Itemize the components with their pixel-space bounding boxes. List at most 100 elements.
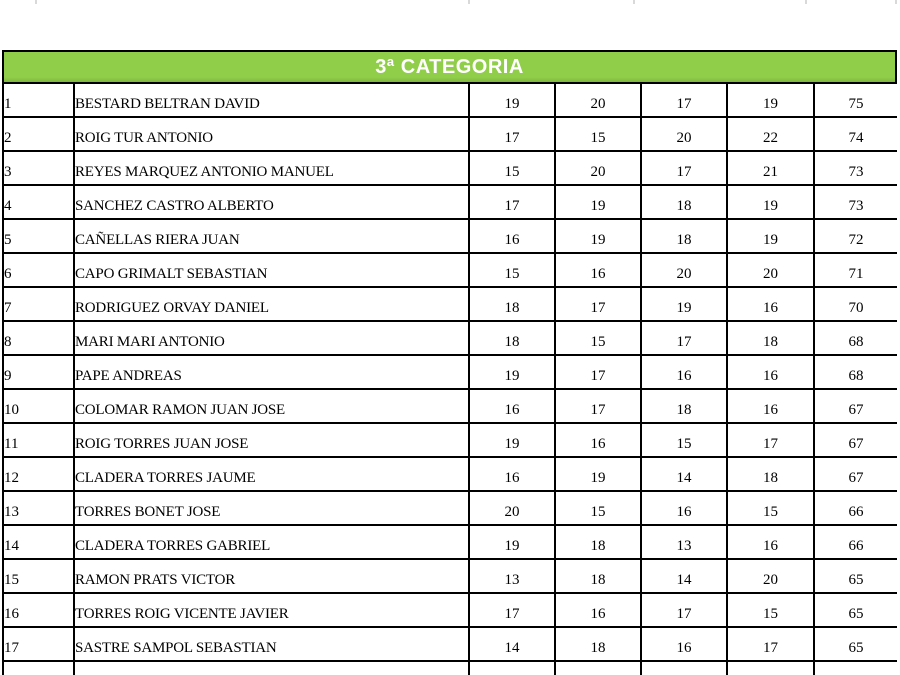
player-name-cell: PAPE ANDREAS xyxy=(73,354,470,390)
table-row: 11 ROIG TORRES JUAN JOSE 19 16 15 17 67 xyxy=(2,422,897,458)
player-name-cell: RAMON PRATS VICTOR xyxy=(73,558,470,594)
category-title: 3ª CATEGORIA xyxy=(375,56,524,78)
rank-cell: 7 xyxy=(2,286,75,322)
player-name-cell: TORRES BONET JOSE xyxy=(73,490,470,526)
score-cell-2: 17 xyxy=(554,286,642,322)
score-cell-4: 16 xyxy=(726,354,815,390)
score-cell-2: 19 xyxy=(554,218,642,254)
score-cell-4: 19 xyxy=(726,184,815,220)
rank-cell: 6 xyxy=(2,252,75,288)
player-name-cell: CLADERA TORRES GABRIEL xyxy=(73,524,470,560)
score-cell-2: 16 xyxy=(554,592,642,628)
rank-cell: 17 xyxy=(2,626,75,662)
rank-cell: 11 xyxy=(2,422,75,458)
player-name-cell: CLADERA TORRES JAUME xyxy=(73,456,470,492)
rank-cell: 5 xyxy=(2,218,75,254)
score-cell-3: 18 xyxy=(640,184,728,220)
remnant-column-line xyxy=(633,0,635,4)
score-cell-3: 18 xyxy=(640,218,728,254)
table-row: 5 CAÑELLAS RIERA JUAN 16 19 18 19 72 xyxy=(2,218,897,254)
score-cell-4: 20 xyxy=(726,558,815,594)
score-cell-1: 20 xyxy=(468,490,556,526)
score-cell-2: 17 xyxy=(554,354,642,390)
total-cell: 66 xyxy=(813,524,897,560)
table-row: 12 CLADERA TORRES JAUME 16 19 14 18 67 xyxy=(2,456,897,492)
total-cell: 68 xyxy=(813,320,897,356)
score-cell-2 xyxy=(554,660,642,675)
table-row: 15 RAMON PRATS VICTOR 13 18 14 20 65 xyxy=(2,558,897,594)
score-cell-2: 15 xyxy=(554,320,642,356)
score-cell-2: 19 xyxy=(554,184,642,220)
score-cell-2: 20 xyxy=(554,82,642,118)
rank-cell: 13 xyxy=(2,490,75,526)
score-cell-2: 16 xyxy=(554,422,642,458)
cropped-table-above xyxy=(0,0,900,5)
total-cell: 65 xyxy=(813,592,897,628)
score-cell-1: 16 xyxy=(468,388,556,424)
score-cell-1: 16 xyxy=(468,218,556,254)
rank-cell xyxy=(2,660,75,675)
score-cell-3: 19 xyxy=(640,286,728,322)
total-cell: 73 xyxy=(813,150,897,186)
player-name-cell: TORRES ROIG VICENTE JAVIER xyxy=(73,592,470,628)
score-cell-1: 16 xyxy=(468,456,556,492)
player-name-cell: COLOMAR RAMON JUAN JOSE xyxy=(73,388,470,424)
table-row: 9 PAPE ANDREAS 19 17 16 16 68 xyxy=(2,354,897,390)
score-cell-3 xyxy=(640,660,728,675)
score-cell-4: 19 xyxy=(726,82,815,118)
total-cell: 74 xyxy=(813,116,897,152)
score-cell-3: 20 xyxy=(640,116,728,152)
player-name-cell: CAPO GRIMALT SEBASTIAN xyxy=(73,252,470,288)
category-table-container: 3ª CATEGORIA 1 BESTARD BELTRAN DAVID 19 … xyxy=(2,50,897,675)
score-cell-3: 16 xyxy=(640,354,728,390)
score-cell-3: 18 xyxy=(640,388,728,424)
total-cell: 73 xyxy=(813,184,897,220)
table-row: 7 RODRIGUEZ ORVAY DANIEL 18 17 19 16 70 xyxy=(2,286,897,322)
score-cell-2: 20 xyxy=(554,150,642,186)
table-row: 10 COLOMAR RAMON JUAN JOSE 16 17 18 16 6… xyxy=(2,388,897,424)
score-cell-3: 13 xyxy=(640,524,728,560)
remnant-column-line xyxy=(35,0,37,4)
score-cell-1: 17 xyxy=(468,116,556,152)
score-cell-4: 20 xyxy=(726,252,815,288)
rank-cell: 2 xyxy=(2,116,75,152)
score-cell-4: 16 xyxy=(726,388,815,424)
score-cell-2: 19 xyxy=(554,456,642,492)
table-row: 4 SANCHEZ CASTRO ALBERTO 17 19 18 19 73 xyxy=(2,184,897,220)
table-row: 17 SASTRE SAMPOL SEBASTIAN 14 18 16 17 6… xyxy=(2,626,897,662)
rank-cell: 15 xyxy=(2,558,75,594)
score-cell-4: 18 xyxy=(726,456,815,492)
score-cell-3: 17 xyxy=(640,592,728,628)
total-cell: 65 xyxy=(813,626,897,662)
rank-cell: 1 xyxy=(2,82,75,118)
score-cell-2: 15 xyxy=(554,490,642,526)
rank-cell: 4 xyxy=(2,184,75,220)
total-cell: 67 xyxy=(813,388,897,424)
total-cell: 71 xyxy=(813,252,897,288)
table-row: 13 TORRES BONET JOSE 20 15 16 15 66 xyxy=(2,490,897,526)
player-name-cell: RODRIGUEZ ORVAY DANIEL xyxy=(73,286,470,322)
score-cell-2: 17 xyxy=(554,388,642,424)
score-cell-2: 15 xyxy=(554,116,642,152)
score-cell-1: 19 xyxy=(468,422,556,458)
score-cell-1: 13 xyxy=(468,558,556,594)
score-cell-3: 16 xyxy=(640,626,728,662)
score-cell-4: 15 xyxy=(726,592,815,628)
rank-cell: 8 xyxy=(2,320,75,356)
player-name-cell: ROIG TUR ANTONIO xyxy=(73,116,470,152)
score-cell-4 xyxy=(726,660,815,675)
table-row xyxy=(2,660,897,675)
total-cell: 65 xyxy=(813,558,897,594)
score-cell-2: 18 xyxy=(554,558,642,594)
table-row: 2 ROIG TUR ANTONIO 17 15 20 22 74 xyxy=(2,116,897,152)
player-name-cell: SANCHEZ CASTRO ALBERTO xyxy=(73,184,470,220)
player-name-cell: BESTARD BELTRAN DAVID xyxy=(73,82,470,118)
rank-cell: 16 xyxy=(2,592,75,628)
score-cell-1: 14 xyxy=(468,626,556,662)
results-table: 1 BESTARD BELTRAN DAVID 19 20 17 19 7 5 2… xyxy=(2,82,897,675)
score-cell-3: 17 xyxy=(640,320,728,356)
remnant-column-line xyxy=(468,0,470,4)
score-cell-1 xyxy=(468,660,556,675)
score-cell-1: 15 xyxy=(468,150,556,186)
